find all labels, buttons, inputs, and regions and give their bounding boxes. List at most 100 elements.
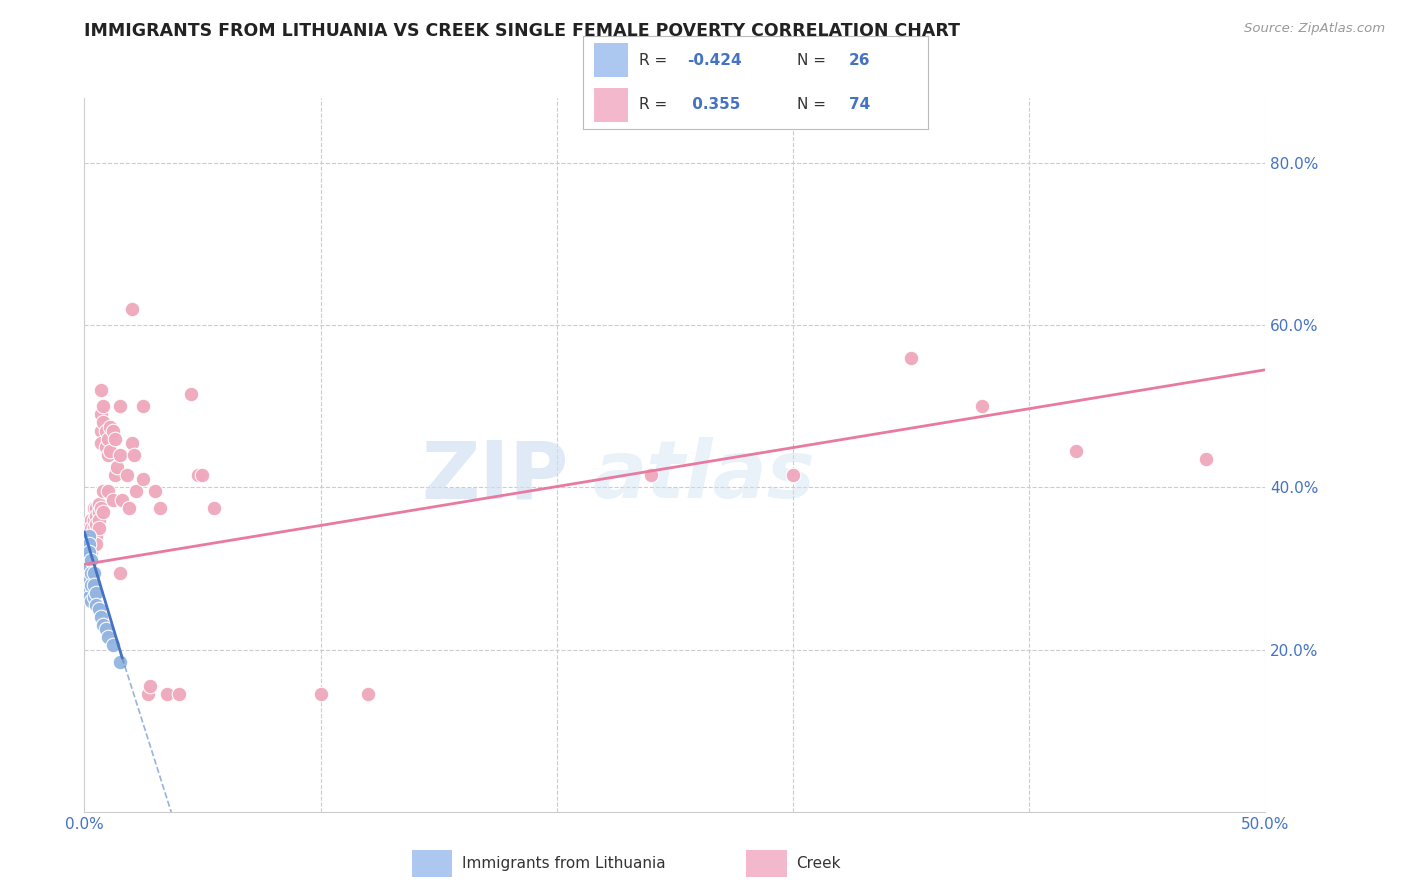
Point — [90, 408, 112, 422]
Point — [139, 679, 162, 693]
Text: R =: R = — [638, 53, 672, 68]
Point — [84, 598, 107, 612]
Point — [80, 577, 103, 591]
Point — [83, 590, 105, 604]
Point — [108, 399, 131, 413]
Point — [202, 500, 225, 515]
Point — [77, 566, 100, 580]
Bar — [747, 850, 786, 877]
Point — [84, 529, 107, 543]
Point — [84, 508, 107, 523]
Point — [90, 383, 112, 397]
Point — [118, 500, 141, 515]
Point — [83, 500, 105, 515]
Text: 0.355: 0.355 — [688, 97, 740, 112]
Point — [87, 497, 110, 511]
Point — [94, 440, 117, 454]
Point — [101, 424, 124, 438]
Point — [84, 537, 107, 551]
Point — [77, 574, 100, 588]
Point — [101, 492, 124, 507]
Point — [80, 553, 103, 567]
Point — [187, 468, 209, 483]
Point — [97, 448, 120, 462]
Point — [80, 537, 103, 551]
Point — [121, 301, 143, 316]
Point — [90, 610, 112, 624]
Point — [87, 602, 110, 616]
Point — [101, 639, 124, 653]
Point — [87, 505, 110, 519]
Point — [87, 513, 110, 527]
Text: ZIP: ZIP — [422, 437, 568, 516]
Point — [77, 516, 100, 531]
Point — [80, 545, 103, 559]
Point — [77, 545, 100, 559]
Point — [77, 582, 100, 596]
Point — [115, 468, 138, 483]
Point — [76, 545, 98, 559]
Point — [84, 516, 107, 531]
Point — [98, 443, 121, 458]
Point — [90, 435, 112, 450]
Point — [77, 537, 100, 551]
Point — [90, 424, 112, 438]
Point — [77, 545, 100, 559]
Point — [94, 622, 117, 636]
Point — [91, 484, 114, 499]
Point — [104, 432, 127, 446]
Point — [125, 484, 148, 499]
Text: IMMIGRANTS FROM LITHUANIA VS CREEK SINGLE FEMALE POVERTY CORRELATION CHART: IMMIGRANTS FROM LITHUANIA VS CREEK SINGL… — [84, 22, 960, 40]
Point — [180, 387, 202, 401]
Text: N =: N = — [797, 53, 831, 68]
Point — [83, 529, 105, 543]
Point — [900, 351, 922, 365]
Point — [143, 484, 166, 499]
Point — [77, 533, 100, 547]
Point — [76, 533, 98, 547]
Bar — [593, 88, 628, 122]
Point — [782, 468, 804, 483]
Point — [91, 618, 114, 632]
Bar — [593, 43, 628, 77]
Y-axis label: Single Female Poverty: Single Female Poverty — [0, 370, 7, 540]
Point — [76, 549, 98, 564]
Point — [970, 399, 993, 413]
Point — [132, 472, 155, 486]
Point — [108, 448, 131, 462]
Text: -0.424: -0.424 — [688, 53, 741, 68]
Point — [87, 521, 110, 535]
Point — [83, 566, 105, 580]
Point — [77, 529, 100, 543]
Point — [136, 687, 159, 701]
Point — [91, 416, 114, 430]
Point — [77, 590, 100, 604]
Text: 74: 74 — [849, 97, 870, 112]
Point — [77, 524, 100, 539]
Point — [108, 566, 131, 580]
Point — [156, 687, 179, 701]
Text: Immigrants from Lithuania: Immigrants from Lithuania — [461, 855, 665, 871]
Point — [1066, 443, 1088, 458]
Point — [121, 435, 143, 450]
Point — [357, 687, 380, 701]
Text: N =: N = — [797, 97, 831, 112]
Point — [80, 553, 103, 567]
Point — [80, 521, 103, 535]
Point — [83, 521, 105, 535]
Point — [97, 484, 120, 499]
Point — [111, 492, 134, 507]
Point — [1195, 452, 1218, 467]
Point — [98, 419, 121, 434]
Point — [76, 541, 98, 556]
Point — [122, 448, 145, 462]
Bar — [412, 850, 453, 877]
Text: Creek: Creek — [796, 855, 841, 871]
Point — [149, 500, 172, 515]
Point — [83, 577, 105, 591]
Point — [91, 399, 114, 413]
Point — [80, 566, 103, 580]
Point — [97, 631, 120, 645]
Text: 26: 26 — [849, 53, 870, 68]
Point — [77, 553, 100, 567]
